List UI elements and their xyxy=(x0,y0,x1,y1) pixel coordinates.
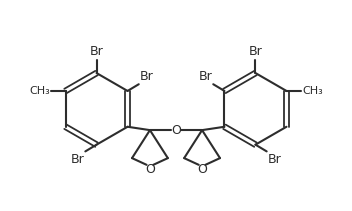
Text: O: O xyxy=(197,163,207,176)
Text: CH₃: CH₃ xyxy=(29,86,50,96)
Text: Br: Br xyxy=(90,46,103,58)
Text: Br: Br xyxy=(249,46,262,58)
Text: CH₃: CH₃ xyxy=(302,86,323,96)
Text: Br: Br xyxy=(140,70,153,83)
Text: Br: Br xyxy=(199,70,212,83)
Text: Br: Br xyxy=(70,153,84,165)
Text: O: O xyxy=(145,163,155,176)
Text: Br: Br xyxy=(268,153,282,165)
Text: O: O xyxy=(171,124,181,137)
